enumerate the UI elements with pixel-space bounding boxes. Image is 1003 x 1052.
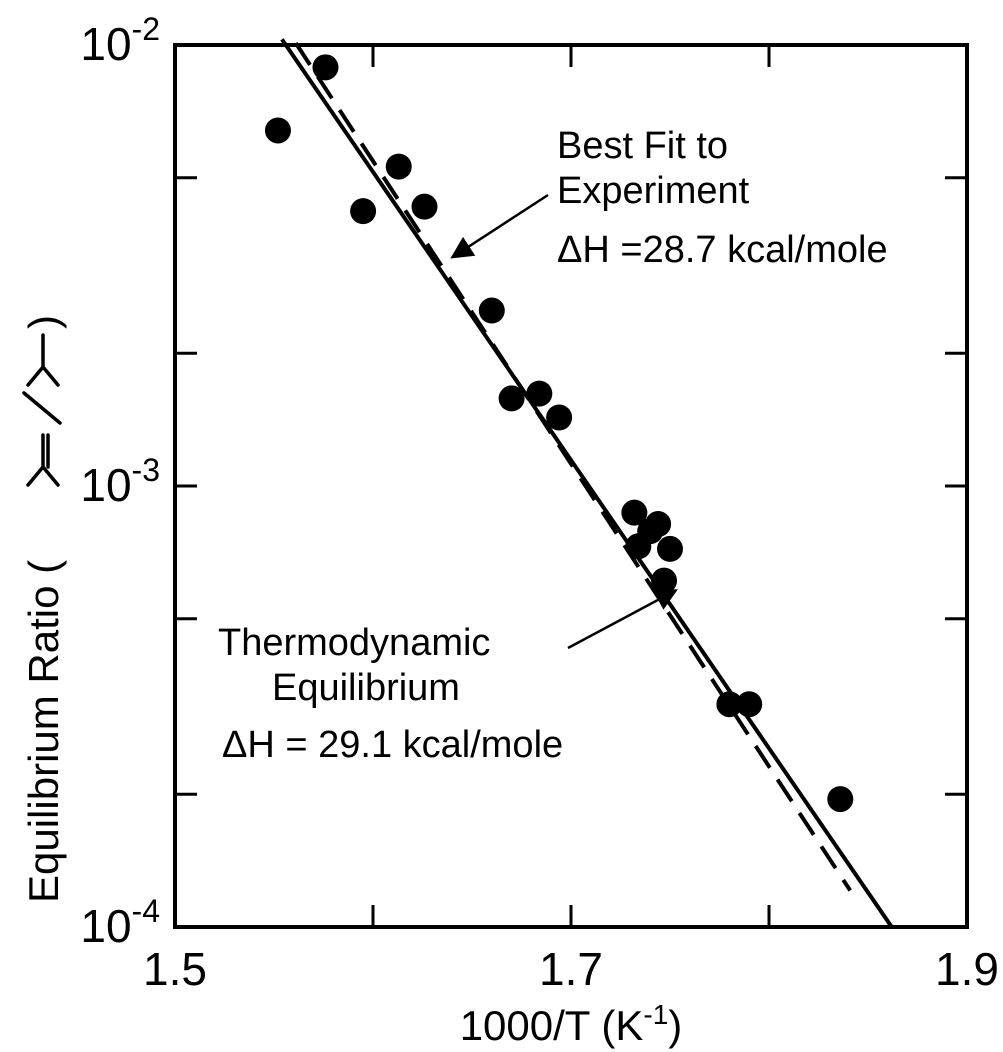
y-axis-title-text: Equilibrium Ratio (	[20, 560, 67, 903]
y-axis-title-molecule-icons	[22, 333, 62, 487]
ratio-slash-icon	[22, 391, 62, 425]
x-axis-title-text: 1000/T (K	[460, 1002, 644, 1049]
x-axis-title: 1000/T (K-1)	[460, 999, 683, 1049]
y-tick-label: 10-4	[80, 893, 160, 952]
data-point	[411, 193, 438, 220]
y-axis-title-close: )	[20, 315, 67, 329]
y-tick-label: 10-2	[80, 11, 160, 70]
data-point	[657, 535, 683, 562]
data-point	[478, 297, 505, 324]
data-point	[716, 691, 743, 718]
x-tick-label: 1.7	[539, 943, 603, 995]
data-point	[621, 499, 648, 526]
thermodynamic-solid-line	[280, 38, 894, 929]
data-point	[645, 511, 672, 538]
data-point	[498, 385, 525, 412]
annotation-thermodynamic-line-3: ΔH = 29.1 kcal/mole	[222, 724, 563, 766]
y-axis-title: Equilibrium Ratio ( )	[20, 315, 67, 903]
y-tick-label: 10-3	[80, 452, 160, 511]
axis-tick-labels: 1.5 1.7 1.9 10-4 10-3 10-2	[80, 11, 999, 995]
data-points	[264, 54, 854, 813]
annotation-best-fit-line-3: ΔH =28.7 kcal/mole	[557, 229, 888, 271]
annotation-best-fit-line-1: Best Fit to	[557, 125, 728, 167]
x-tick-label: 1.5	[143, 943, 207, 995]
data-point	[651, 567, 678, 594]
data-point	[736, 691, 763, 718]
isobutene-structure-icon	[26, 433, 60, 487]
annotation-best-fit-line-2: Experiment	[557, 170, 750, 212]
fit-lines	[280, 38, 894, 929]
annotation-best-fit: Best Fit to Experiment ΔH =28.7 kcal/mol…	[450, 125, 888, 271]
x-tick-label: 1.9	[935, 943, 999, 995]
axis-ticks	[173, 43, 969, 929]
isobutane-structure-icon	[26, 333, 60, 387]
x-axis-title-close: )	[668, 1002, 682, 1049]
annotation-thermodynamic-arrow	[567, 589, 678, 650]
data-point	[385, 153, 412, 180]
data-point	[350, 198, 377, 225]
annotation-thermodynamic-line-1: Thermodynamic	[218, 622, 490, 664]
data-point	[264, 117, 291, 144]
data-point	[827, 786, 854, 813]
data-point	[546, 404, 573, 431]
annotation-thermodynamic: Thermodynamic Equilibrium ΔH = 29.1 kcal…	[218, 589, 678, 766]
data-point	[526, 380, 553, 407]
best-fit-dashed-line	[294, 41, 852, 892]
data-point	[312, 54, 339, 81]
annotation-thermodynamic-line-2: Equilibrium	[272, 667, 460, 709]
x-axis-title-superscript: -1	[643, 999, 668, 1030]
annotation-best-fit-arrow	[450, 193, 549, 259]
